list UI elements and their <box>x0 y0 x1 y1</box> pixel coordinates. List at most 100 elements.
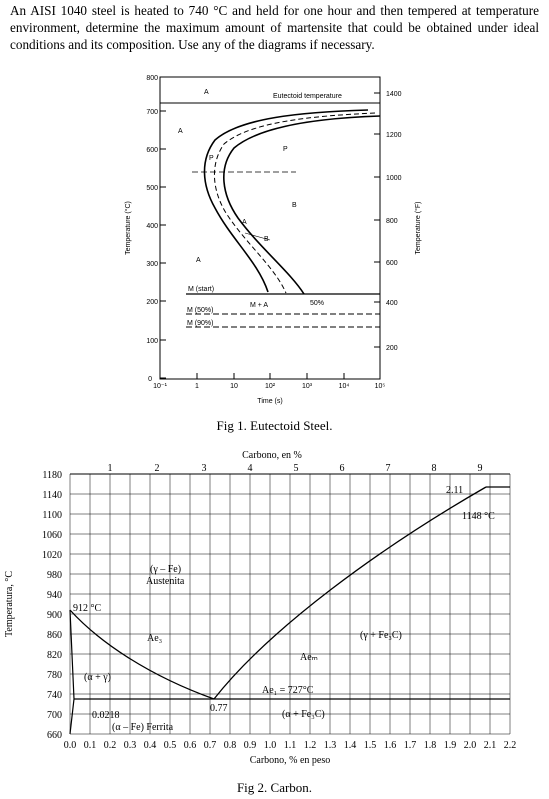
ttt-label-a3: A <box>196 257 201 264</box>
ttt-ytick-500: 500 <box>146 185 158 192</box>
ttt-ytick-600: 600 <box>146 147 158 154</box>
ttt-ytick-400: 400 <box>146 223 158 230</box>
alpha-solvus <box>69 609 75 735</box>
svg-text:1100: 1100 <box>42 510 62 521</box>
svg-text:7: 7 <box>386 463 391 474</box>
ae3-line <box>69 609 215 700</box>
svg-text:1.8: 1.8 <box>424 740 437 751</box>
svg-text:0.3: 0.3 <box>124 740 137 751</box>
svg-text:1060: 1060 <box>42 530 62 541</box>
fig2-caption: Fig 2. Carbon. <box>236 780 313 795</box>
aecm-line <box>213 486 487 700</box>
svg-text:1.7: 1.7 <box>404 740 417 751</box>
svg-text:1: 1 <box>108 463 113 474</box>
ttt-xtick-1: 1 <box>195 383 199 390</box>
svg-text:1020: 1020 <box>42 550 62 561</box>
ttt-label-ma: M + A <box>250 302 268 309</box>
ttt-ftick-600: 600 <box>386 260 398 267</box>
label-211: 2.11 <box>446 485 463 496</box>
label-gamma-fe3c: (γ + Fe₃C) <box>360 630 402 641</box>
ttt-ytick-300: 300 <box>146 261 158 268</box>
svg-text:4: 4 <box>248 463 253 474</box>
svg-text:5: 5 <box>294 463 299 474</box>
svg-text:1180: 1180 <box>42 470 62 481</box>
label-alpha-fe3c: (α + Fe₃C) <box>282 709 325 720</box>
svg-text:0.6: 0.6 <box>184 740 197 751</box>
phase-top-axis-label: Carbono, en % <box>242 450 302 461</box>
ttt-ytick-200: 200 <box>146 299 158 306</box>
svg-text:0.5: 0.5 <box>164 740 177 751</box>
label-ferrita: (α – Fe) Ferrita <box>112 722 174 733</box>
svg-text:940: 940 <box>47 590 62 601</box>
svg-text:1.5: 1.5 <box>364 740 377 751</box>
svg-text:900: 900 <box>47 610 62 621</box>
ttt-ftick-800: 800 <box>386 218 398 225</box>
svg-text:6: 6 <box>340 463 345 474</box>
label-077: 0.77 <box>210 703 228 714</box>
ttt-ytick-100: 100 <box>146 338 158 345</box>
ttt-ftick-1200: 1200 <box>386 132 402 139</box>
problem-statement: An AISI 1040 steel is heated to 740 °C a… <box>10 3 539 53</box>
svg-text:1.9: 1.9 <box>444 740 457 751</box>
phase-top-ticks: 1 2 3 4 5 6 7 8 9 <box>108 463 483 474</box>
svg-text:0.9: 0.9 <box>244 740 257 751</box>
ttt-eutectoid-label: Eutectoid temperature <box>273 93 342 100</box>
svg-text:2.2: 2.2 <box>504 740 517 751</box>
svg-text:780: 780 <box>47 670 62 681</box>
svg-text:0.1: 0.1 <box>84 740 97 751</box>
label-aecm: Aeₘ <box>300 652 318 663</box>
fig1-caption: Fig 1. Eutectoid Steel. <box>216 418 333 433</box>
svg-text:740: 740 <box>47 690 62 701</box>
ttt-label-a-small: A <box>242 219 247 226</box>
svg-text:2: 2 <box>155 463 160 474</box>
svg-text:1.6: 1.6 <box>384 740 397 751</box>
ttt-label-mstart: M (start) <box>188 286 214 293</box>
ttt-xtick-2: 10 <box>230 383 238 390</box>
ttt-right-ticks: 200 400 600 800 1000 1200 1400 <box>374 91 402 352</box>
ttt-label-m50: M (50%) <box>187 307 213 314</box>
ttt-ytick-800: 800 <box>146 75 158 82</box>
svg-text:8: 8 <box>432 463 437 474</box>
ttt-label-p-small: P <box>209 155 214 162</box>
svg-text:1140: 1140 <box>42 490 62 501</box>
ttt-ytick-700: 700 <box>146 109 158 116</box>
svg-text:1.3: 1.3 <box>324 740 337 751</box>
ttt-label-m90: M (90%) <box>187 320 213 327</box>
svg-text:0.8: 0.8 <box>224 740 237 751</box>
svg-text:0.0: 0.0 <box>64 740 77 751</box>
ttt-ylabel-left: Temperature (°C) <box>124 201 132 255</box>
label-alpha-gamma: (α + γ) <box>84 672 111 683</box>
svg-text:2.0: 2.0 <box>464 740 477 751</box>
label-1148: 1148 °C <box>462 511 495 522</box>
svg-text:660: 660 <box>47 730 62 741</box>
label-gamma-fe: (γ – Fe) <box>150 564 181 575</box>
ttt-ytick-0: 0 <box>148 376 152 383</box>
phase-diagram: 1 2 3 4 5 6 7 8 9 Carbono, en % 1180 114… <box>4 450 517 766</box>
svg-text:0.7: 0.7 <box>204 740 217 751</box>
phase-yticks: 1180 1140 1100 1060 1020 980 940 900 860… <box>42 470 62 741</box>
ttt-ylabel-right: Temperature (°F) <box>414 202 422 255</box>
ttt-ftick-1000: 1000 <box>386 175 402 182</box>
svg-text:3: 3 <box>202 463 207 474</box>
ttt-xtick-6: 10⁵ <box>375 383 386 390</box>
svg-text:0.2: 0.2 <box>104 740 117 751</box>
ttt-xtick-0: 10⁻¹ <box>153 383 167 390</box>
svg-text:1.0: 1.0 <box>264 740 277 751</box>
ttt-ftick-400: 400 <box>386 300 398 307</box>
label-ae3: Ae₃ <box>147 633 162 644</box>
ttt-left-ticks: 0 100 200 300 400 500 600 700 800 <box>146 75 166 383</box>
ttt-x-ticks: 10⁻¹ 1 10 10² 10³ 10⁴ 10⁵ <box>153 373 385 390</box>
svg-text:820: 820 <box>47 650 62 661</box>
phase-xlabel: Carbono, % en peso <box>250 755 331 766</box>
svg-text:1.4: 1.4 <box>344 740 357 751</box>
ttt-label-a1: A <box>204 89 209 96</box>
svg-text:1.2: 1.2 <box>304 740 317 751</box>
label-0218: 0.0218 <box>92 710 120 721</box>
ttt-label-b-small: B <box>264 236 269 243</box>
svg-text:0.4: 0.4 <box>144 740 157 751</box>
ttt-xtick-4: 10³ <box>302 383 313 390</box>
label-ae1: Ae₁ = 727°C <box>262 685 314 696</box>
label-912: 912 °C <box>73 603 101 614</box>
phase-yaxis-label: Temperatura, °C <box>4 571 15 637</box>
svg-text:860: 860 <box>47 630 62 641</box>
